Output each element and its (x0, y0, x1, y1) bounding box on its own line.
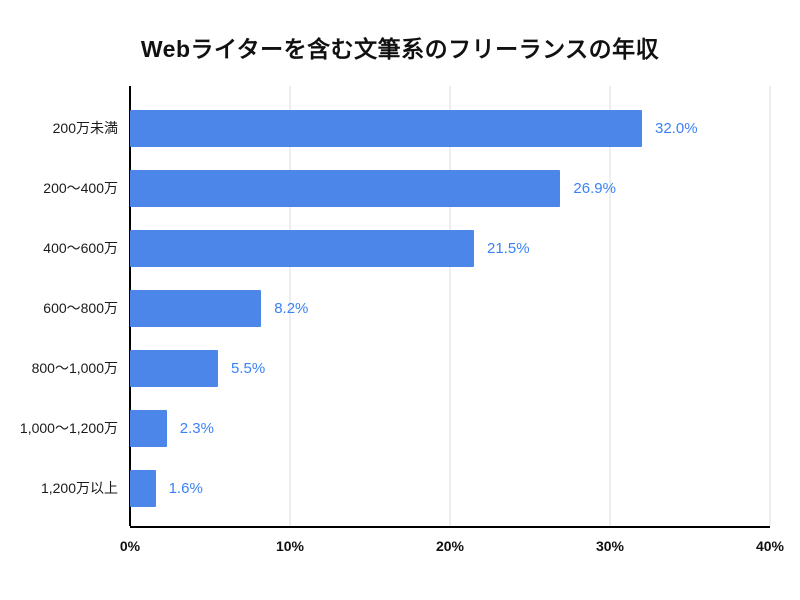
grid-line (449, 86, 451, 526)
chart-row: 800〜1,000万 5.5% (0, 338, 770, 398)
value-label: 8.2% (274, 299, 309, 317)
value-label: 2.3% (179, 419, 214, 437)
value-label: 1.6% (168, 479, 203, 497)
x-tick-label: 30% (595, 538, 625, 554)
bar-track: 2.3% (130, 409, 770, 447)
chart-row: 200〜400万 26.9% (0, 158, 770, 218)
bar-track: 1.6% (130, 469, 770, 507)
category-label: 1,000〜1,200万 (19, 420, 118, 436)
grid-line (769, 86, 771, 526)
chart-row: 600〜800万 8.2% (0, 278, 770, 338)
chart-row: 1,000〜1,200万 2.3% (0, 398, 770, 458)
bar (130, 409, 167, 447)
bar-track: 26.9% (130, 169, 770, 207)
bar-track: 21.5% (130, 229, 770, 267)
x-tick-label: 20% (435, 538, 465, 554)
chart-row: 1,200万以上 1.6% (0, 458, 770, 518)
chart-row: 200万未満 32.0% (0, 98, 770, 158)
category-label: 600〜800万 (43, 300, 118, 316)
grid-line (289, 86, 291, 526)
bar (130, 349, 218, 387)
bar (130, 469, 156, 507)
value-label: 21.5% (487, 239, 530, 257)
category-label: 400〜600万 (43, 240, 118, 256)
value-label: 26.9% (573, 179, 616, 197)
x-tick-label: 0% (119, 538, 141, 554)
category-label: 200万未満 (52, 120, 118, 136)
value-label: 32.0% (655, 119, 698, 137)
category-label: 1,200万以上 (40, 480, 118, 496)
bar-track: 32.0% (130, 109, 770, 147)
bar (130, 229, 474, 267)
bar (130, 169, 561, 207)
grid-line (609, 86, 611, 526)
x-tick-label: 40% (755, 538, 785, 554)
chart-title: Webライターを含む文筆系のフリーランスの年収 (140, 36, 660, 62)
category-label: 800〜1,000万 (31, 360, 118, 376)
bar-track: 8.2% (130, 289, 770, 327)
bar (130, 289, 262, 327)
value-label: 5.5% (231, 359, 266, 377)
bar (130, 109, 642, 147)
chart-rows: 200万未満 32.0% 200〜400万 26.9% 400〜600万 21.5% 600… (0, 86, 770, 528)
x-tick-label: 10% (275, 538, 305, 554)
bar-chart: 200万未満 32.0% 200〜400万 26.9% 400〜600万 21.5% 600… (0, 86, 771, 528)
bar-track: 5.5% (130, 349, 770, 387)
x-axis-ticks: 0% 10% 20% 30% 40% (120, 538, 784, 562)
category-label: 200〜400万 (43, 180, 118, 196)
chart-row: 400〜600万 21.5% (0, 218, 770, 278)
